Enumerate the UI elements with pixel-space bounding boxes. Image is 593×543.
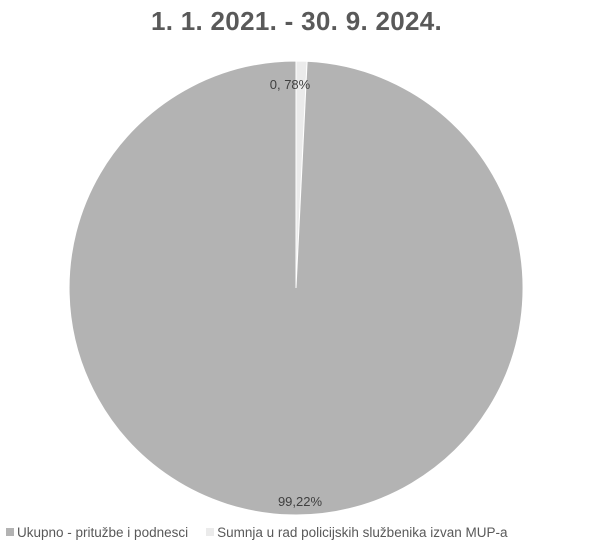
legend-label-sumnja: Sumnja u rad policijskih službenika izva…	[217, 524, 508, 540]
chart-legend: Ukupno - pritužbe i podnesci Sumnja u ra…	[6, 524, 526, 540]
data-label-sumnja: 0, 78%	[270, 77, 311, 92]
data-label-ukupno: 99,22%	[278, 494, 323, 509]
legend-label-ukupno: Ukupno - pritužbe i podnesci	[17, 524, 189, 540]
chart-title: 1. 1. 2021. - 30. 9. 2024.	[150, 6, 443, 36]
legend-item-sumnja: Sumnja u rad policijskih službenika izva…	[206, 524, 508, 540]
legend-item-ukupno: Ukupno - pritužbe i podnesci	[6, 525, 188, 540]
pie-slice-ukupno	[68, 60, 524, 516]
legend-swatch-ukupno	[6, 528, 14, 536]
legend-swatch-sumnja	[206, 528, 215, 536]
